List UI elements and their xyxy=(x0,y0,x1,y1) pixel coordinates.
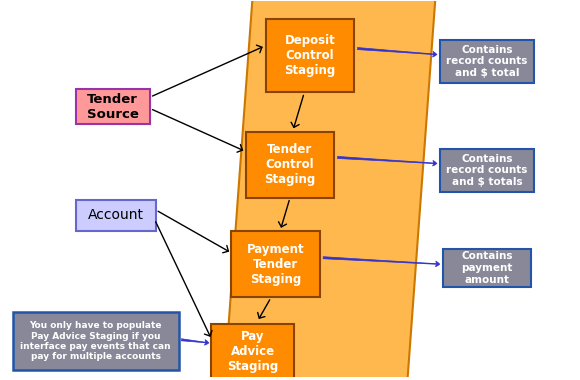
FancyBboxPatch shape xyxy=(443,249,531,287)
Text: Pay
Advice
Staging: Pay Advice Staging xyxy=(227,330,278,373)
FancyBboxPatch shape xyxy=(231,231,320,297)
FancyBboxPatch shape xyxy=(246,132,334,198)
Text: Contains
record counts
and $ totals: Contains record counts and $ totals xyxy=(447,154,528,187)
FancyBboxPatch shape xyxy=(75,89,150,124)
Text: Tender
Control
Staging: Tender Control Staging xyxy=(264,143,316,186)
Text: Payment
Tender
Staging: Payment Tender Staging xyxy=(247,243,304,286)
Text: Tender
Source: Tender Source xyxy=(87,93,139,120)
Text: Contains
payment
amount: Contains payment amount xyxy=(462,252,513,285)
FancyBboxPatch shape xyxy=(75,200,155,231)
Polygon shape xyxy=(224,0,436,380)
Text: Deposit
Control
Staging: Deposit Control Staging xyxy=(284,34,336,78)
Text: Contains
record counts
and $ total: Contains record counts and $ total xyxy=(447,45,528,78)
FancyBboxPatch shape xyxy=(211,324,294,379)
Text: Account: Account xyxy=(88,209,144,223)
FancyBboxPatch shape xyxy=(440,149,534,192)
FancyBboxPatch shape xyxy=(440,40,534,83)
FancyBboxPatch shape xyxy=(13,312,179,370)
Text: You only have to populate
Pay Advice Staging if you
interface pay events that ca: You only have to populate Pay Advice Sta… xyxy=(20,321,171,361)
FancyBboxPatch shape xyxy=(266,19,354,92)
